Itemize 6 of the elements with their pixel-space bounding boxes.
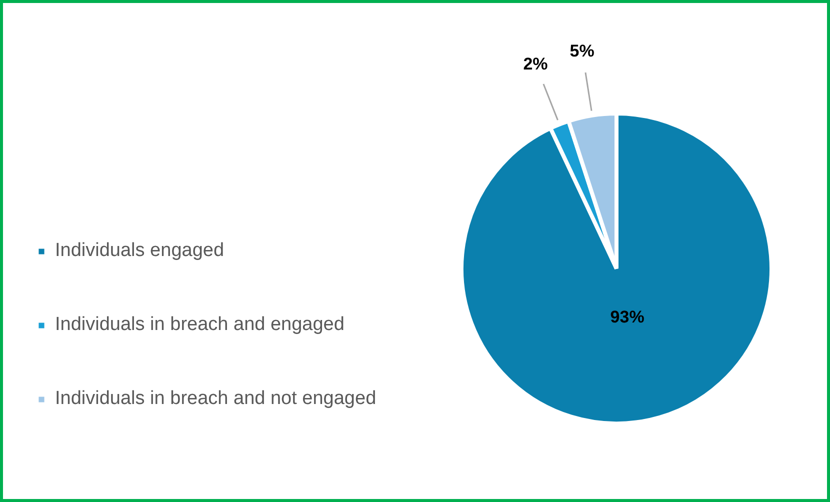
data-label: 93%	[610, 307, 644, 326]
legend-label: Individuals engaged	[55, 240, 224, 262]
legend-label: Individuals in breach and not engaged	[55, 388, 376, 410]
data-label: 2%	[523, 54, 548, 74]
legend-label: Individuals in breach and engaged	[55, 314, 344, 336]
data-label: 5%	[570, 42, 594, 61]
